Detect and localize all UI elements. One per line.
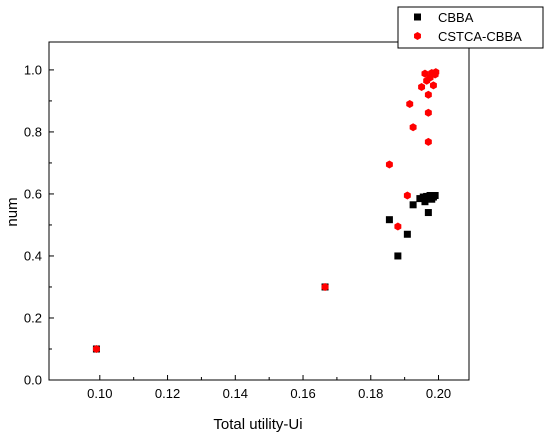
y-tick-label: 1.0 <box>24 62 42 77</box>
data-point-cbba <box>431 191 439 199</box>
x-tick-label: 0.20 <box>426 386 451 401</box>
data-point-cstca-cbba <box>424 137 432 146</box>
data-point-cstca-cbba <box>424 90 432 99</box>
data-point-cbba <box>409 201 417 209</box>
x-axis-ticks: 0.10 0.12 0.14 0.16 0.18 0.20 <box>87 375 451 401</box>
legend-marker-cbba <box>414 13 421 21</box>
data-point-cstca-cbba <box>394 222 402 231</box>
data-point-cstca-cbba <box>432 68 440 77</box>
x-tick-label: 0.16 <box>290 386 315 401</box>
data-point-cbba <box>424 209 432 217</box>
data-point-cstca-cbba <box>424 108 432 117</box>
plot-area <box>48 41 470 381</box>
legend: CBBA CSTCA-CBBA <box>397 6 544 49</box>
data-point-cbba <box>421 198 429 206</box>
y-axis-title: num <box>4 197 21 226</box>
data-point-cstca-cbba <box>418 82 426 91</box>
data-point-cbba <box>385 216 393 224</box>
x-tick-label: 0.14 <box>223 386 248 401</box>
legend-label-cbba: CBBA <box>438 10 474 25</box>
y-tick-label: 0.4 <box>24 248 42 263</box>
y-tick-label: 0.0 <box>24 373 42 388</box>
data-point-cstca-cbba <box>92 344 100 353</box>
legend-label-cstca-cbba: CSTCA-CBBA <box>438 29 522 44</box>
data-point-cstca-cbba <box>429 81 437 90</box>
x-tick-label: 0.10 <box>87 386 112 401</box>
data-markers <box>92 68 440 353</box>
data-point-cbba <box>403 230 411 238</box>
data-point-cstca-cbba <box>421 69 429 78</box>
data-point-cstca-cbba <box>406 100 414 109</box>
x-axis-title: Total utility-Ui <box>213 416 302 433</box>
data-point-cstca-cbba <box>321 282 329 291</box>
x-tick-label: 0.18 <box>358 386 383 401</box>
data-point-cstca-cbba <box>409 123 417 132</box>
data-point-cbba <box>394 252 402 260</box>
y-tick-label: 0.8 <box>24 124 42 139</box>
y-tick-label: 0.6 <box>24 186 42 201</box>
data-point-cstca-cbba <box>385 160 393 169</box>
data-point-cstca-cbba <box>403 191 411 200</box>
x-tick-label: 0.12 <box>155 386 180 401</box>
y-tick-label: 0.2 <box>24 310 42 325</box>
legend-marker-cstca-cbba <box>414 32 421 40</box>
y-axis-ticks: 0.0 0.2 0.4 0.6 0.8 1.0 <box>24 62 54 388</box>
legend-box <box>397 6 544 49</box>
data-point-cbba <box>428 195 436 203</box>
